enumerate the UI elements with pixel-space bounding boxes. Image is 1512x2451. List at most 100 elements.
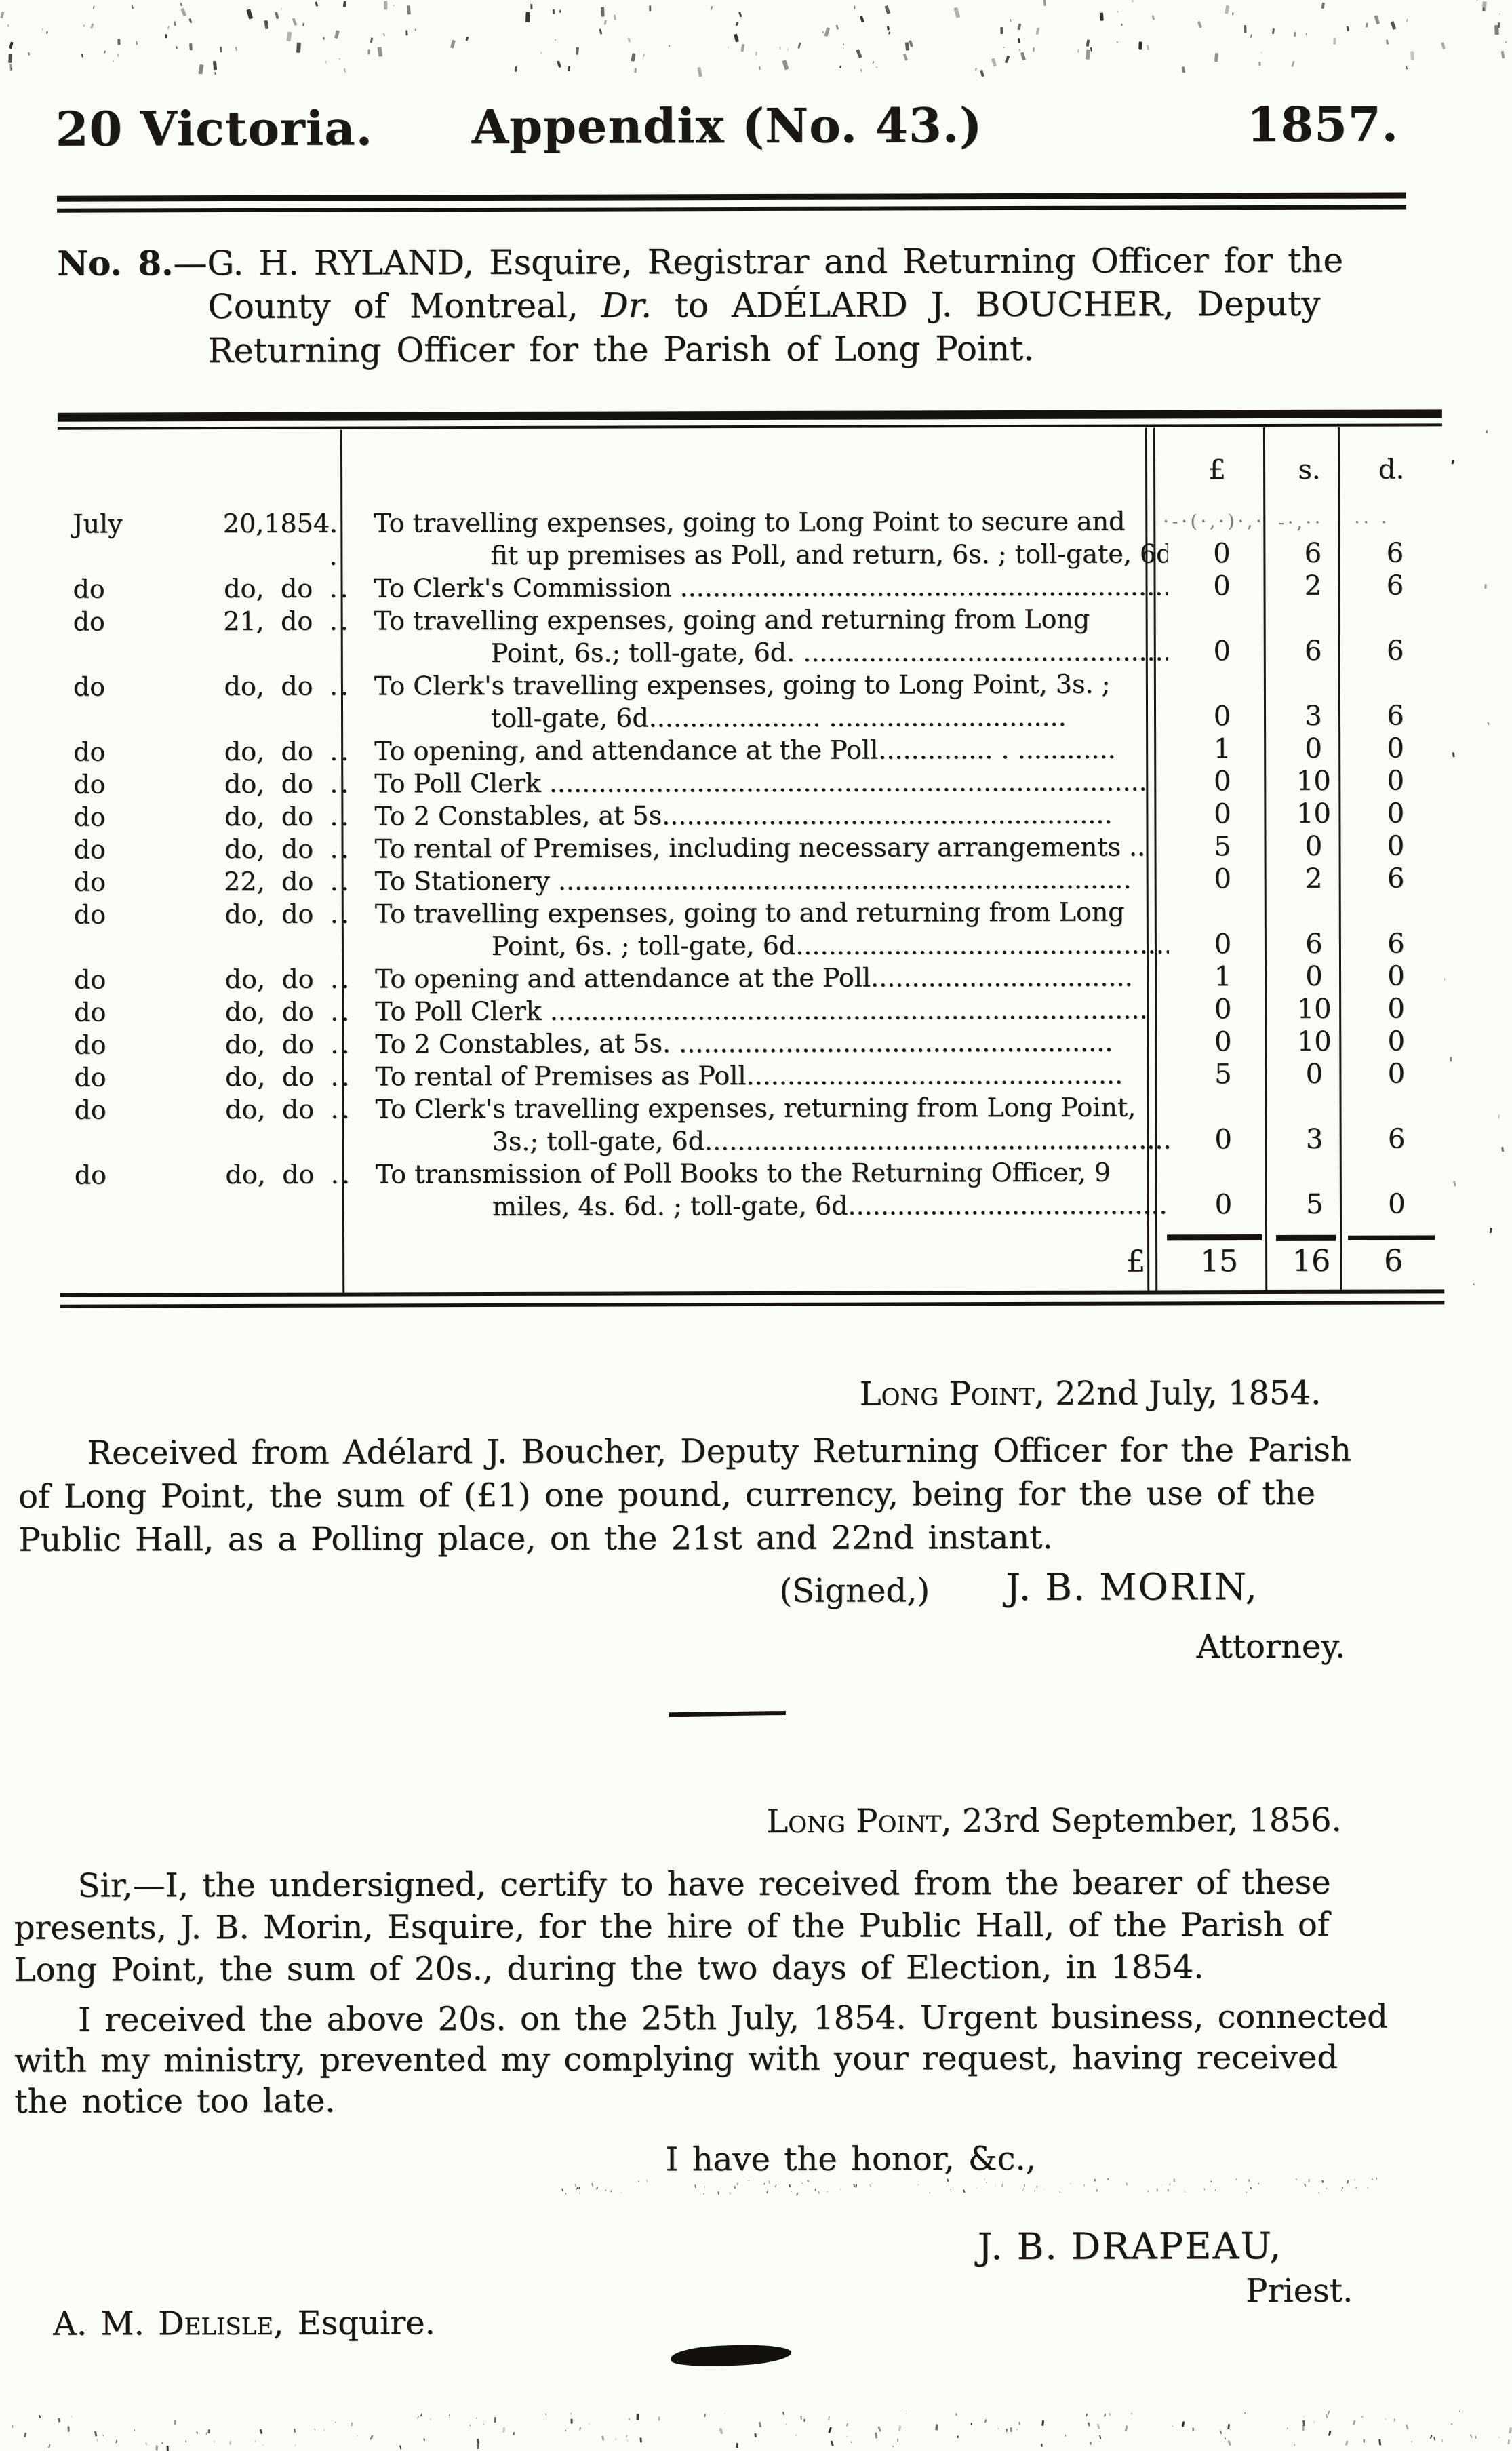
- pence-cell: 6: [1387, 700, 1404, 732]
- table-header-row: £ s. d.: [58, 454, 1442, 488]
- description-line: To Clerk's Commission ..................…: [374, 571, 1168, 604]
- shillings-cell: 3: [1305, 700, 1322, 732]
- pounds-cell: 5: [1214, 831, 1231, 863]
- shillings-cell: 5: [1306, 1188, 1324, 1220]
- table-bottom-rule-a: [60, 1289, 1445, 1297]
- date-day-cell: 20, 1854. . .: [195, 507, 364, 573]
- shillings-cell: 0: [1305, 732, 1322, 764]
- pence-cell: 0: [1387, 830, 1405, 862]
- shillings-cell: 10: [1296, 1025, 1332, 1057]
- pounds-cell: 0: [1214, 1189, 1233, 1221]
- scan-smudge-line: [559, 2177, 1379, 2196]
- description-cell: To Clerk's Commission ..................…: [364, 570, 1168, 604]
- expense-table: £ s. d. ·-·(·,·)·,· -·,·· ·· · July 20, …: [57, 409, 1445, 1309]
- total-rule-pence: [1348, 1235, 1435, 1240]
- ditto-dots: . .: [329, 508, 340, 571]
- date-day-cell: do, do ..: [195, 768, 365, 801]
- letter-para2-line3: the notice too late.: [14, 2081, 336, 2121]
- description-cell: To Poll Clerk ..........................…: [365, 765, 1168, 800]
- ditto-dots: ..: [330, 736, 352, 766]
- date-day-cell: do, do ..: [195, 735, 365, 768]
- ditto-dots: ..: [329, 573, 351, 604]
- letter-signature-title: Priest.: [1246, 2271, 1353, 2311]
- letter-signature-name: J. B. DRAPEAU,: [977, 2224, 1283, 2269]
- description-cell: To Poll Clerk ..........................…: [365, 993, 1169, 1027]
- account-heading-line2: County of Montreal, Dr. to ADÉLARD J. BO…: [207, 283, 1321, 327]
- description-line: To rental of Premises as Poll...........…: [375, 1059, 1123, 1092]
- column-header-shillings: s.: [1298, 454, 1321, 486]
- date-day-cell: do, do ..: [197, 1158, 366, 1192]
- date-day-cell: do, do ..: [195, 572, 364, 606]
- date-day-cell: do, do ..: [196, 996, 365, 1029]
- description-cell: To 2 Constables, at 5s..................…: [365, 798, 1168, 832]
- pounds-cell: 5: [1214, 1059, 1232, 1091]
- description-line: 3s.; toll-gate, 6d......................…: [492, 1124, 1170, 1157]
- pence-cell: 6: [1387, 635, 1404, 667]
- date-month-cell: do: [74, 1160, 107, 1190]
- date-month-cell: do: [73, 606, 105, 637]
- ditto-dots: ..: [330, 1061, 353, 1092]
- date-month-cell: do: [74, 997, 106, 1027]
- table-row: do do, do .. To Clerk's travelling expen…: [58, 667, 1443, 735]
- ditto-dots: ..: [330, 768, 352, 799]
- pounds-cell: 0: [1213, 538, 1231, 570]
- description-line: To travelling expenses, going to Long Po…: [374, 506, 1126, 538]
- table-row: do do, do .. To Poll Clerk .............…: [58, 764, 1443, 800]
- receipt-signature-name: J. B. MORIN,: [1006, 1565, 1258, 1609]
- pounds-cell: 0: [1214, 863, 1231, 895]
- description-cell: To rental of Premises as Poll...........…: [365, 1058, 1169, 1093]
- masthead-title: Appendix (No. 43.): [471, 97, 983, 155]
- ditto-dots: ..: [330, 1029, 353, 1059]
- pence-cell: 6: [1387, 1123, 1406, 1155]
- date-month-cell: do: [73, 802, 106, 832]
- pence-cell: 0: [1387, 1058, 1406, 1090]
- description-line: toll-gate, 6d..................... .....…: [490, 701, 1067, 734]
- description-cell: To travelling expenses, going and return…: [365, 602, 1168, 669]
- pounds-cell: 0: [1213, 570, 1231, 602]
- description-line: fit up premises as Poll, and return, 6s.…: [490, 538, 1168, 571]
- date-day-cell: do, do ..: [196, 898, 365, 931]
- table-row: do do, do .. To 2 Constables, at 5s. ...…: [59, 1025, 1444, 1061]
- date-day-cell: 21, do ..: [195, 605, 365, 638]
- dr-abbreviation: Dr.: [601, 286, 652, 326]
- description-line: To Poll Clerk ..........................…: [375, 994, 1148, 1027]
- date-day-cell: do, do ..: [196, 1061, 365, 1094]
- table-top-rule-thin: [57, 423, 1442, 430]
- pence-cell: 6: [1387, 863, 1405, 895]
- date-month-cell: do: [74, 1062, 106, 1093]
- section-divider-rule: [669, 1710, 786, 1717]
- table-row: July 20, 1854. . . To travelling expense…: [58, 504, 1442, 572]
- table-row: do do, do .. To transmission of Poll Boo…: [60, 1155, 1444, 1223]
- ink-blot: [670, 2342, 792, 2368]
- receipt-signature-title: Attorney.: [1196, 1627, 1346, 1666]
- table-row: do do, do .. To rental of Premises, incl…: [58, 829, 1443, 865]
- description-line: To 2 Constables, at 5s..................…: [374, 799, 1113, 831]
- addressee: A. M. Delisle, Esquire.: [53, 2304, 435, 2343]
- ditto-dots: ..: [330, 899, 353, 929]
- description-line: To Clerk's travelling expenses, returnin…: [375, 1092, 1136, 1124]
- letter-dateline: Long Point, 23rd September, 1856.: [766, 1801, 1342, 1841]
- pence-cell: 6: [1387, 928, 1405, 960]
- description-cell: To rental of Premises, including necessa…: [365, 830, 1168, 865]
- shillings-cell: 6: [1305, 928, 1323, 960]
- pounds-cell: 0: [1214, 928, 1232, 960]
- pounds-cell: 0: [1213, 701, 1231, 732]
- table-rows: July 20, 1854. . . To travelling expense…: [58, 504, 1444, 1223]
- receipt-dateline: Long Point, 22nd July, 1854.: [859, 1373, 1321, 1413]
- ditto-dots: ..: [329, 606, 351, 636]
- letter-closing: I have the honor, &c.,: [665, 2139, 1037, 2179]
- description-line: To travelling expenses, going and return…: [374, 604, 1090, 636]
- date-month-cell: do: [73, 574, 105, 604]
- table-row: do 22, do .. To Stationery .............…: [59, 862, 1444, 898]
- shillings-cell: 0: [1305, 960, 1323, 992]
- total-pence: 6: [1384, 1243, 1404, 1278]
- description-line: Point, 6s. ; toll-gate, 6d..............…: [491, 929, 1169, 962]
- ditto-dots: ..: [329, 671, 352, 701]
- pounds-cell: 0: [1214, 798, 1231, 830]
- description-line: Point, 6s.; toll-gate, 6d. .............…: [490, 636, 1168, 669]
- total-rule-shillings: [1276, 1234, 1336, 1241]
- ditto-dots: ..: [330, 801, 352, 831]
- date-day-cell: do, do ..: [196, 963, 365, 996]
- letter-para2-line1: I received the above 20s. on the 25th Ju…: [78, 1997, 1388, 2039]
- description-line: To opening, and attendance at the Poll..…: [374, 734, 1116, 766]
